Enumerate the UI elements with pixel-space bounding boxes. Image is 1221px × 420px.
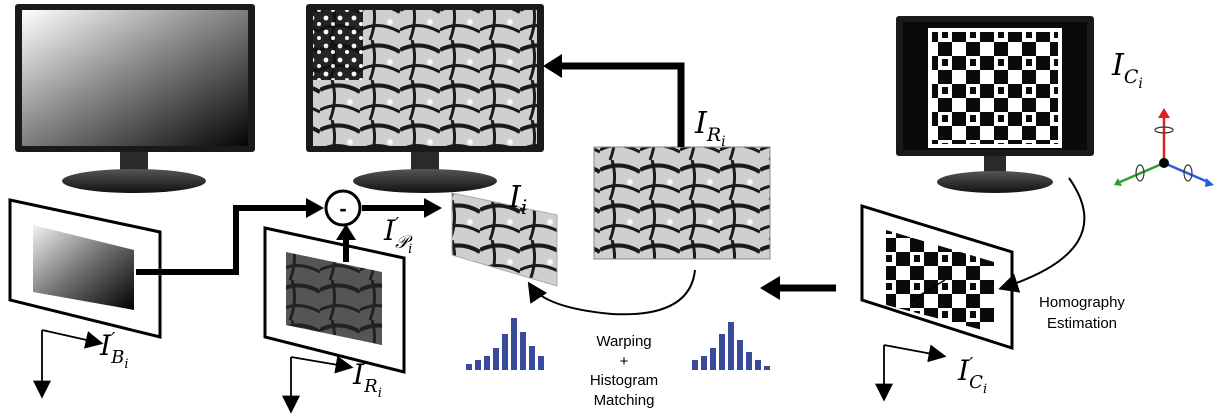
image-reference-capture — [593, 146, 771, 260]
histogram-bar — [493, 348, 499, 370]
arrow-minus-to-result — [362, 198, 442, 218]
histogram-bar — [529, 346, 535, 370]
label-I-Ci: ICi — [1111, 48, 1143, 92]
arrow-warp-curve — [527, 269, 696, 316]
label-I-Ci-prime: I′ Ci — [957, 354, 987, 397]
warping-line-2: + — [620, 353, 629, 370]
image-difference-result — [451, 192, 558, 287]
warping-label: Warping + Histogram Matching — [590, 333, 658, 409]
plane-background-capture — [8, 198, 162, 399]
arrow-to-monitor — [543, 54, 685, 147]
histogram-bar — [701, 356, 707, 370]
monitor-blank-gradient — [15, 4, 255, 193]
histogram-bar — [484, 356, 490, 370]
homography-line-1: Homography — [1039, 294, 1125, 311]
label-I-Pi-prime: I′ 𝒫i — [383, 214, 413, 257]
plane-reference-projected — [263, 226, 406, 414]
camera-axes-icon — [1114, 108, 1214, 187]
arrow-background-to-minus — [136, 198, 324, 275]
histogram-left — [466, 318, 544, 370]
minus-operator: - — [324, 189, 362, 227]
monitor-checkerboard — [896, 16, 1094, 193]
axis-z — [1163, 161, 1209, 184]
arrow-reference-to-minus — [336, 224, 356, 262]
warping-line-4: Matching — [594, 392, 655, 409]
label-I-i: Ii — [508, 180, 527, 219]
histogram-bar — [764, 366, 770, 370]
label-I-Ri-prime: I′ Ri — [352, 358, 382, 401]
minus-symbol: - — [339, 196, 346, 221]
histogram-bar — [502, 334, 508, 370]
histogram-bar — [728, 322, 734, 370]
homography-label: Homography Estimation — [1039, 294, 1125, 332]
monitor-butterfly — [306, 4, 544, 193]
homography-line-2: Estimation — [1047, 315, 1117, 332]
histogram-bar — [755, 360, 761, 370]
arrow-homography-curve — [998, 177, 1086, 293]
axis-x — [1119, 161, 1165, 184]
histogram-bar — [692, 360, 698, 370]
histogram-bar — [466, 364, 472, 370]
histogram-bar — [475, 360, 481, 370]
histogram-bar — [511, 318, 517, 370]
arrow-checkerboard-to-warp — [760, 276, 836, 300]
histogram-bar — [719, 334, 725, 370]
warping-line-3: Histogram — [590, 372, 658, 389]
label-I-Bi-prime: I′ Bi — [99, 329, 129, 372]
histogram-bar — [710, 348, 716, 370]
histogram-bar — [737, 340, 743, 370]
plane-checkerboard-projected — [860, 203, 1014, 402]
label-I-Ri: IRi — [694, 106, 726, 150]
histogram-bar — [520, 332, 526, 370]
warping-line-1: Warping — [596, 333, 651, 350]
histogram-bar — [746, 352, 752, 370]
histogram-right — [692, 322, 770, 370]
histogram-bar — [538, 356, 544, 370]
